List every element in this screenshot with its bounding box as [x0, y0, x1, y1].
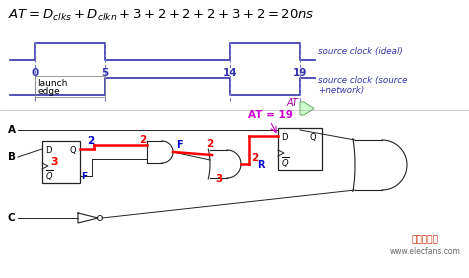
Text: 3: 3 [50, 157, 58, 167]
Text: F: F [176, 140, 182, 150]
Text: AT = 19: AT = 19 [248, 110, 293, 120]
Text: $AT = D_{clks} + D_{clkn} + 3+2+2+2+3+2 = 20ns$: $AT = D_{clks} + D_{clkn} + 3+2+2+2+3+2 … [8, 8, 315, 23]
Text: 2: 2 [87, 136, 94, 146]
Text: 电子发烧友: 电子发烧友 [412, 235, 439, 244]
Bar [42, 141, 80, 183]
Text: www.elecfans.com: www.elecfans.com [390, 247, 461, 255]
Text: D: D [45, 146, 52, 155]
Text: 3: 3 [215, 174, 222, 184]
Text: $\overline{Q}$: $\overline{Q}$ [281, 155, 289, 170]
Text: launch: launch [37, 79, 68, 88]
Text: edge: edge [37, 87, 60, 96]
Text: AT: AT [286, 98, 298, 108]
Bar [278, 128, 322, 170]
Text: 2: 2 [251, 153, 258, 163]
Text: 19: 19 [293, 68, 307, 78]
Text: source clock (source: source clock (source [318, 76, 408, 85]
Text: Q: Q [70, 146, 76, 155]
Text: 14: 14 [223, 68, 238, 78]
Polygon shape [300, 102, 314, 115]
Text: 2: 2 [206, 139, 213, 149]
Text: D: D [281, 133, 287, 142]
Text: B: B [8, 152, 16, 162]
Text: A: A [8, 125, 16, 135]
Text: 0: 0 [31, 68, 38, 78]
Text: Q: Q [310, 133, 317, 142]
Text: source clock (ideal): source clock (ideal) [318, 47, 403, 56]
Text: 2: 2 [139, 135, 146, 145]
Text: 5: 5 [101, 68, 108, 78]
Text: $\overline{Q}$: $\overline{Q}$ [45, 168, 53, 183]
Text: F: F [81, 172, 87, 181]
Text: R: R [257, 160, 265, 170]
Circle shape [98, 215, 103, 220]
Text: +network): +network) [318, 86, 364, 95]
Text: C: C [8, 213, 15, 223]
